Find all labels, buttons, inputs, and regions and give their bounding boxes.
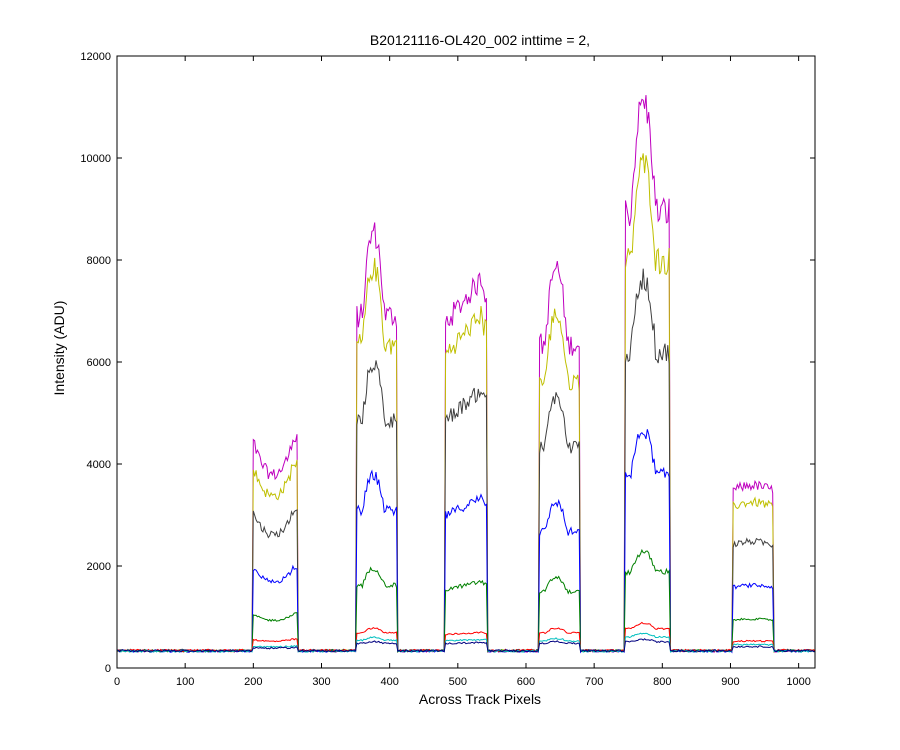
- x-tick-label: 1000: [786, 676, 810, 688]
- y-axis-label: Intensity (ADU): [51, 301, 67, 396]
- x-tick-label: 100: [176, 676, 194, 688]
- series-line-7: [116, 632, 816, 653]
- x-tick-label: 300: [312, 676, 330, 688]
- x-tick-label: 400: [380, 676, 398, 688]
- y-tick-label: 6000: [87, 357, 111, 369]
- y-tick-label: 2000: [87, 561, 111, 573]
- x-tick-label: 700: [585, 676, 603, 688]
- y-axis: 0 2000 4000 6000 8000 10000 12000: [80, 51, 815, 675]
- x-tick-label: 600: [517, 676, 535, 688]
- series-layer: [116, 95, 816, 654]
- x-tick-label: 200: [244, 676, 262, 688]
- y-tick-label: 12000: [80, 51, 111, 63]
- chart-title: B20121116-OL420_002 inttime = 2,: [370, 32, 590, 48]
- plot-area: 0 100 200 300 400 500 600 700 800 900 1000 0 2000 40…: [80, 51, 816, 688]
- x-axis: 0 100 200 300 400 500 600 700 800 900 1000: [114, 56, 811, 688]
- y-tick-label: 0: [105, 663, 111, 675]
- x-axis-label: Across Track Pixels: [419, 691, 541, 707]
- y-tick-label: 8000: [87, 255, 111, 267]
- x-tick-label: 800: [653, 676, 671, 688]
- y-tick-label: 10000: [80, 153, 111, 165]
- x-tick-label: 500: [449, 676, 467, 688]
- x-tick-label: 900: [721, 676, 739, 688]
- y-tick-label: 4000: [87, 459, 111, 471]
- x-tick-label: 0: [114, 676, 120, 688]
- series-line-8: [116, 638, 815, 653]
